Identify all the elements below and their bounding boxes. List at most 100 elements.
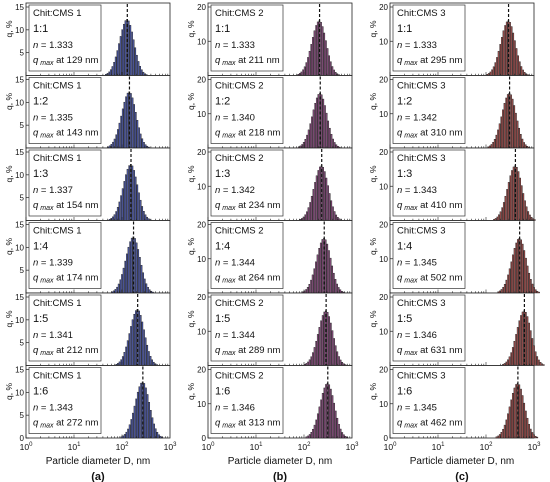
histogram-bar bbox=[510, 94, 512, 149]
histogram-bar bbox=[496, 57, 498, 76]
y-axis-label: q, % bbox=[4, 238, 14, 255]
histogram-bar bbox=[338, 356, 340, 366]
histogram-bar bbox=[323, 237, 325, 294]
histogram-bar bbox=[516, 239, 519, 294]
y-tick-label: 20 bbox=[197, 366, 206, 375]
info-box bbox=[28, 367, 102, 434]
histogram-bar bbox=[328, 193, 331, 221]
histogram-bar bbox=[510, 399, 512, 439]
series-label: Chit:CMS 3 bbox=[397, 371, 446, 382]
histogram-bar bbox=[130, 237, 133, 294]
histogram-bar bbox=[517, 171, 520, 221]
histogram-bar bbox=[139, 66, 141, 76]
histogram-bar bbox=[500, 289, 503, 294]
histogram-bar bbox=[339, 289, 342, 294]
histogram-bar bbox=[142, 272, 144, 294]
y-axis-label: q, % bbox=[368, 383, 378, 400]
histogram-bar bbox=[327, 120, 330, 149]
histogram-bar bbox=[513, 340, 516, 366]
qmax-label: q max at 502 nm bbox=[397, 273, 462, 285]
histogram-bar bbox=[500, 116, 503, 149]
histogram-bar bbox=[534, 289, 537, 294]
panel-b-6: 0 10 20q, % Chit:CMS 2 1:6 n = 1.346 q max at … bbox=[186, 365, 353, 443]
histogram-bar bbox=[130, 326, 132, 366]
histogram-bar bbox=[108, 71, 110, 76]
histogram-bar bbox=[538, 291, 540, 294]
histogram-bar bbox=[128, 333, 131, 366]
histogram-bar bbox=[500, 432, 503, 439]
histogram-bar bbox=[148, 402, 151, 439]
y-tick-label: 15 bbox=[15, 3, 24, 12]
histogram-bar bbox=[524, 200, 526, 221]
histogram-bar bbox=[494, 62, 497, 76]
x-tick-label: 102 bbox=[298, 442, 311, 452]
ratio-label: 1:5 bbox=[397, 313, 412, 325]
histogram-bar bbox=[141, 321, 144, 366]
histogram-bar bbox=[339, 359, 342, 366]
histogram-bar bbox=[308, 359, 311, 366]
panel-b-5: 10 20q, % Chit:CMS 2 1:5 n = 1.344 q max at 2… bbox=[186, 292, 353, 366]
histogram-bar bbox=[120, 359, 122, 366]
histogram-bar bbox=[521, 243, 524, 294]
histogram-bar bbox=[336, 417, 339, 439]
histogram-bar bbox=[123, 434, 126, 439]
y-tick-label: 10 bbox=[15, 316, 24, 325]
histogram-bar bbox=[530, 279, 532, 294]
histogram-bar bbox=[136, 184, 139, 221]
histogram-bar bbox=[312, 37, 314, 76]
histogram-bar bbox=[503, 424, 506, 439]
histogram-bar bbox=[117, 283, 120, 294]
qmax-label: q max at 313 nm bbox=[215, 418, 280, 430]
histogram-bar bbox=[133, 170, 135, 221]
histogram-bar bbox=[538, 359, 540, 366]
y-tick-label: 15 bbox=[15, 293, 24, 302]
histogram-bar bbox=[138, 192, 140, 221]
histogram-bar bbox=[310, 432, 313, 439]
histogram-bar bbox=[523, 310, 526, 366]
histogram-bar bbox=[523, 402, 526, 439]
histogram-bar bbox=[329, 61, 332, 76]
x-tick-label: 100 bbox=[20, 442, 33, 452]
histogram-bar bbox=[314, 103, 316, 149]
histogram-bar bbox=[326, 383, 329, 439]
histogram-bar bbox=[148, 351, 150, 366]
histogram-bar bbox=[326, 48, 329, 76]
histogram-bar bbox=[520, 315, 522, 366]
y-tick-label: 5 bbox=[20, 121, 25, 130]
refractive-index-label: n = 1.346 bbox=[397, 330, 437, 341]
histogram-bar bbox=[140, 69, 143, 76]
y-axis-label: q, % bbox=[368, 238, 378, 255]
x-tick-label: 103 bbox=[346, 442, 359, 452]
histogram-bar bbox=[510, 352, 512, 366]
ratio-label: 1:6 bbox=[33, 386, 48, 398]
histogram-bar bbox=[516, 167, 518, 221]
histogram-bar bbox=[320, 94, 323, 149]
histogram-bar bbox=[520, 185, 523, 221]
histogram-bar bbox=[307, 57, 309, 76]
histogram-bar bbox=[525, 206, 528, 221]
histogram-bar bbox=[505, 97, 507, 149]
histogram-bar bbox=[311, 116, 313, 149]
y-tick-label: 0 bbox=[20, 434, 25, 443]
y-tick-label: 20 bbox=[379, 76, 388, 85]
histogram-bar bbox=[333, 211, 336, 221]
histogram-bar bbox=[523, 72, 526, 76]
histogram-bar bbox=[153, 423, 155, 439]
histogram-bar bbox=[129, 25, 132, 76]
refractive-index-label: n = 1.343 bbox=[397, 185, 437, 196]
histogram-bar bbox=[321, 393, 324, 439]
histogram-bar bbox=[328, 55, 330, 76]
histogram-bar bbox=[114, 56, 117, 76]
histogram-bar bbox=[133, 104, 135, 149]
histogram-bar bbox=[307, 435, 309, 439]
histogram-bar bbox=[327, 185, 329, 221]
histogram-bar bbox=[526, 316, 529, 366]
y-axis-label: q, % bbox=[368, 20, 378, 37]
panel-c-2: 10 20q, % Chit:CMS 3 1:2 n = 1.342 q max at 3… bbox=[368, 75, 535, 149]
histogram-bar bbox=[125, 431, 128, 439]
histogram-bar bbox=[528, 322, 530, 366]
panel-c-6: 0 10 20q, % Chit:CMS 3 1:6 n = 1.345 q max at … bbox=[368, 365, 539, 443]
histogram-bar bbox=[143, 142, 145, 149]
y-tick-label: 10 bbox=[197, 37, 206, 46]
histogram-bar bbox=[329, 127, 331, 149]
